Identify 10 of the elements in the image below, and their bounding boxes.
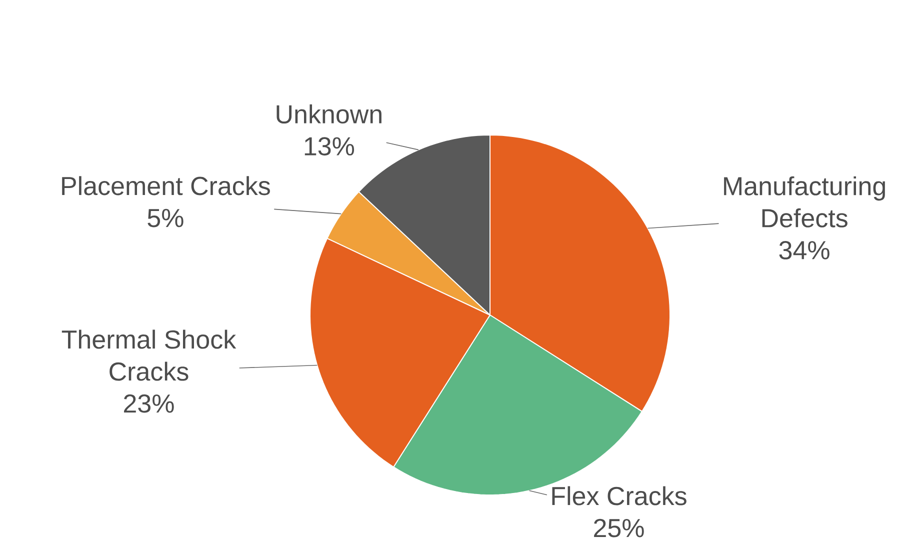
slice-label: Thermal Shock Cracks [62,330,236,381]
slice-label: Unknown [276,104,382,124]
slice-label: Manufacturing Defects [724,176,885,228]
data-label: 34% [779,241,830,260]
slice-label: Flex Cracks [552,486,686,506]
slice-label: Placement Cracks [62,176,270,196]
data-label: 23% [124,394,174,413]
data-label: 5% [148,208,184,228]
data-label: 25% [594,518,644,538]
data-label: 13% [304,137,354,156]
